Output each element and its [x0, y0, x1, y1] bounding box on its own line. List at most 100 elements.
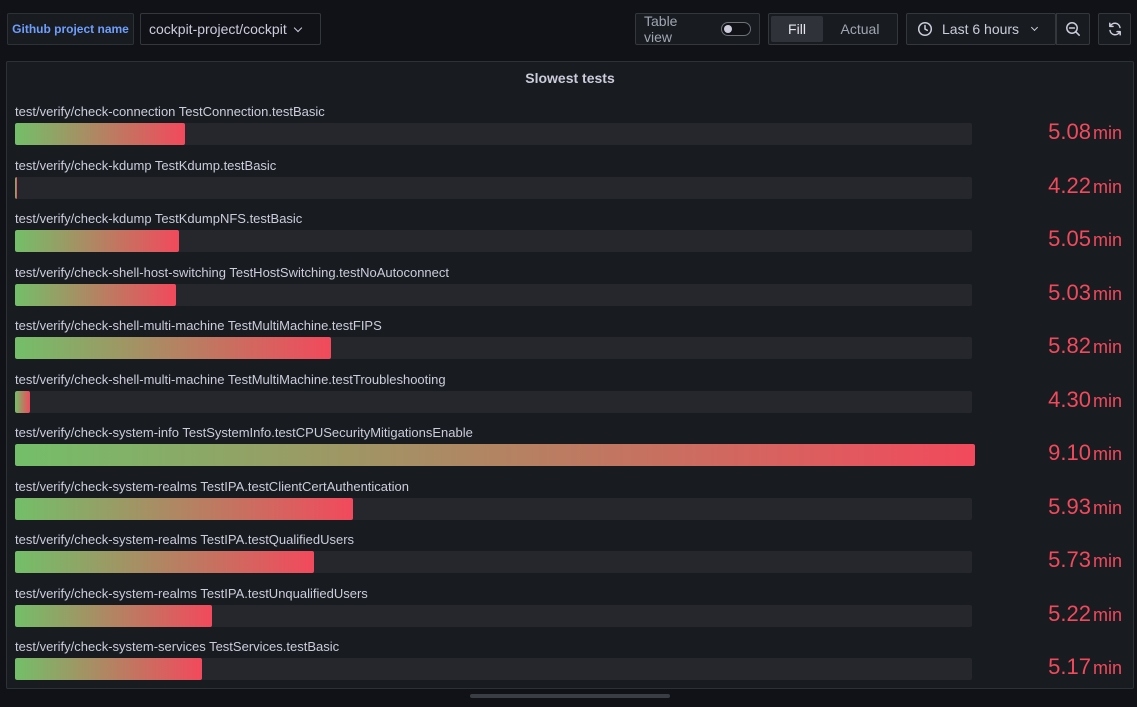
test-duration-value: 4.22 min [1048, 173, 1122, 199]
actual-option[interactable]: Actual [840, 21, 880, 37]
duration-number: 5.03 [1048, 279, 1091, 305]
duration-unit: min [1092, 497, 1122, 518]
chevron-down-icon [1031, 23, 1039, 32]
duration-number: 5.05 [1048, 226, 1091, 251]
bar-track [15, 176, 972, 199]
bar-gauge-row: test/verify/check-system-realms TestIPA.… [15, 585, 1125, 639]
duration-unit: min [1092, 658, 1122, 678]
bar-fill [15, 604, 212, 627]
bar-gauge-row: test/verify/check-system-realms TestIPA.… [15, 478, 1125, 532]
chevron-down-icon [293, 23, 302, 32]
table-view-switch[interactable] [721, 22, 751, 36]
test-name-label: test/verify/check-shell-host-switching T… [15, 264, 450, 280]
duration-number: 5.08 [1048, 119, 1091, 144]
test-duration-value: 5.05 min [1048, 226, 1122, 252]
bar-fill [15, 283, 176, 306]
duration-number: 5.93 [1048, 493, 1091, 519]
bar-fill [15, 337, 331, 359]
duration-unit: min [1092, 444, 1122, 464]
test-name-label: test/verify/check-kdump TestKdumpNFS.tes… [15, 211, 303, 226]
duration-unit: min [1092, 604, 1122, 625]
zoom-out-button[interactable] [1057, 13, 1090, 45]
table-view-label: Table view [644, 13, 678, 45]
bar-track [15, 337, 972, 359]
time-range-picker[interactable]: Last 6 hours [906, 13, 1056, 45]
test-name-label: test/verify/check-connection TestConnect… [15, 104, 325, 119]
bar-gauge-row: test/verify/check-connection TestConnect… [15, 103, 1125, 157]
test-duration-value: 5.82 min [1048, 333, 1122, 359]
fill-option[interactable]: Fill [771, 16, 823, 42]
fill-mode-radio-group: Fill Actual [768, 13, 898, 45]
bar-fill [15, 123, 185, 145]
test-name-label: test/verify/check-system-realms TestIPA.… [15, 532, 355, 547]
test-name-label: test/verify/check-system-realms TestIPA.… [15, 478, 409, 494]
refresh-button[interactable] [1098, 13, 1131, 45]
bar-fill [15, 176, 17, 199]
duration-number: 4.22 [1048, 172, 1091, 198]
bar-gauge-row: test/verify/check-shell-multi-machine Te… [15, 317, 1125, 371]
bar-track [15, 123, 972, 145]
test-duration-value: 5.08 min [1048, 119, 1122, 145]
duration-unit: min [1092, 176, 1122, 197]
bar-track [15, 390, 972, 413]
bar-fill [15, 551, 314, 573]
bar-fill [15, 497, 353, 520]
test-name-label: test/verify/check-system-realms TestIPA.… [15, 585, 368, 601]
time-picker-divider [1056, 13, 1057, 45]
bar-gauge-row: test/verify/check-kdump TestKdumpNFS.tes… [15, 210, 1125, 264]
bar-fill [15, 658, 202, 680]
duration-unit: min [1092, 123, 1122, 143]
switch-knob [724, 25, 733, 33]
duration-number: 5.22 [1048, 600, 1091, 626]
project-select[interactable]: cockpit-project/cockpit [140, 13, 321, 45]
bar-gauge-row: test/verify/check-system-realms TestIPA.… [15, 531, 1125, 585]
project-select-value: cockpit-project/cockpit [149, 21, 287, 37]
duration-number: 5.17 [1048, 654, 1091, 679]
duration-unit: min [1092, 230, 1122, 250]
bar-track [15, 497, 972, 520]
panel-resize-handle[interactable] [470, 694, 670, 698]
table-view-toggle[interactable]: Table view [635, 13, 760, 45]
test-duration-value: 5.22 min [1048, 601, 1122, 627]
test-name-label: test/verify/check-system-info TestSystem… [15, 425, 473, 440]
duration-unit: min [1092, 551, 1122, 571]
duration-number: 4.30 [1048, 386, 1091, 412]
test-name-label: test/verify/check-shell-multi-machine Te… [15, 371, 446, 387]
test-duration-value: 5.73 min [1048, 547, 1122, 573]
duration-unit: min [1092, 390, 1122, 411]
bar-fill [15, 230, 179, 252]
duration-number: 5.82 [1048, 333, 1091, 358]
bar-track [15, 658, 972, 680]
duration-unit: min [1092, 337, 1122, 357]
bar-gauge-list: test/verify/check-connection TestConnect… [15, 103, 1125, 692]
panel-title[interactable]: Slowest tests [525, 70, 615, 86]
refresh-icon [1108, 22, 1121, 36]
bar-gauge-row: test/verify/check-system-services TestSe… [15, 638, 1125, 692]
test-duration-value: 5.93 min [1048, 494, 1122, 520]
bar-track [15, 444, 975, 466]
time-range-label: Last 6 hours [942, 21, 1020, 37]
bar-track [15, 551, 972, 573]
test-duration-value: 4.30 min [1048, 387, 1122, 413]
test-duration-value: 5.03 min [1048, 280, 1122, 306]
test-name-label: test/verify/check-shell-multi-machine Te… [15, 318, 382, 333]
bar-gauge-row: test/verify/check-shell-host-switching T… [15, 264, 1125, 318]
bar-track [15, 283, 972, 306]
bar-track [15, 604, 972, 627]
test-duration-value: 5.17 min [1048, 654, 1122, 680]
variable-label: Github project name [7, 13, 134, 45]
duration-unit: min [1092, 283, 1122, 304]
bar-gauge-row: test/verify/check-shell-multi-machine Te… [15, 371, 1125, 425]
test-name-label: test/verify/check-kdump TestKdump.testBa… [15, 157, 277, 173]
slowest-tests-panel: Slowest tests test/verify/check-connecti… [6, 61, 1134, 689]
bar-gauge-row: test/verify/check-system-info TestSystem… [15, 424, 1125, 478]
zoom-out-icon [1066, 22, 1080, 36]
bar-fill [15, 390, 30, 413]
bar-track [15, 230, 972, 252]
duration-number: 9.10 [1048, 440, 1091, 465]
duration-number: 5.73 [1048, 547, 1091, 572]
bar-fill [15, 444, 975, 466]
test-duration-value: 9.10 min [1048, 440, 1122, 466]
bar-gauge-row: test/verify/check-kdump TestKdump.testBa… [15, 157, 1125, 211]
test-name-label: test/verify/check-system-services TestSe… [15, 639, 340, 654]
